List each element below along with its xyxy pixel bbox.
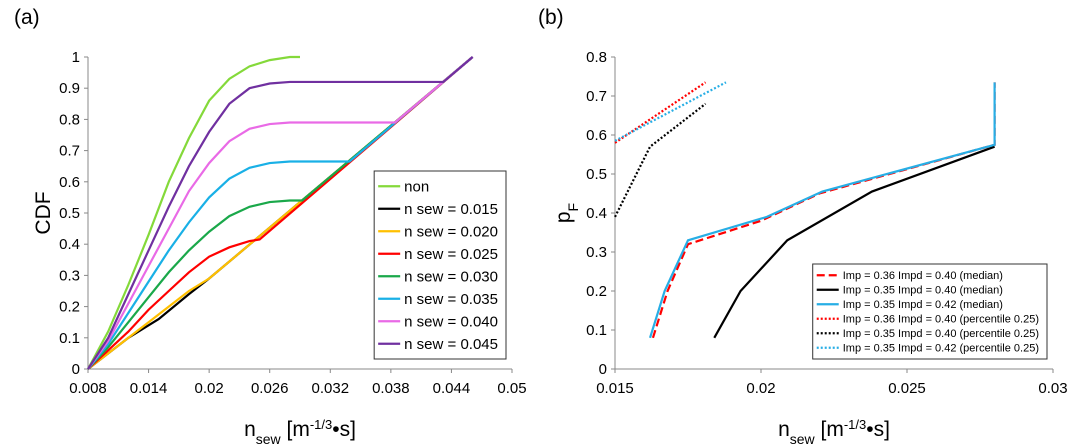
x-tick-label: 0.008 <box>69 380 107 397</box>
y-label-part: F <box>565 203 581 212</box>
legend-label: Imp = 0.35 Impd = 0.40 (median) <box>843 285 1003 297</box>
x-axis-label: nsew [m-1/3•s] <box>778 417 890 447</box>
x-label-part: •s] <box>332 418 356 441</box>
x-tick-label: 0.02 <box>195 380 224 397</box>
x-label-part: n <box>778 418 790 441</box>
series-line <box>87 56 474 370</box>
x-label-part: •s] <box>866 418 890 441</box>
series-line <box>614 81 727 142</box>
legend-label: n sew = 0.045 <box>404 336 498 353</box>
y-tick-label: 0.8 <box>59 111 80 128</box>
x-axis-label: nsew [m-1/3•s] <box>244 417 356 447</box>
x-tick-label: 0.032 <box>312 380 350 397</box>
legend: non n sew = 0.015 n sew = 0.020 n sew = 0.0… <box>373 170 507 360</box>
panel-label: (a) <box>14 6 40 29</box>
series-line <box>87 56 474 370</box>
series-line <box>614 81 707 144</box>
y-tick-label: 0.7 <box>59 143 80 160</box>
y-tick-label: 0 <box>599 361 607 378</box>
y-tick-label: 0.6 <box>59 174 80 191</box>
series-line <box>87 56 474 370</box>
legend-label: n sew = 0.020 <box>404 224 498 241</box>
legend-label: Imp = 0.35 Impd = 0.40 (percentile 0.25) <box>843 328 1039 340</box>
y-tick-label: 0.2 <box>59 299 80 316</box>
series-line <box>87 56 474 370</box>
y-tick-label: 0.2 <box>586 283 607 300</box>
legend-label: Imp = 0.36 Impd = 0.40 (median) <box>843 270 1003 282</box>
x-label-part: [m <box>281 418 310 441</box>
x-tick-label: 0.05 <box>497 380 526 397</box>
x-label-part: sew <box>790 431 816 447</box>
y-tick-label: 0 <box>72 361 80 378</box>
y-tick-label: 0.6 <box>586 127 607 144</box>
legend-label: n sew = 0.035 <box>404 291 498 308</box>
legend: Imp = 0.36 Impd = 0.40 (median) Imp = 0.3… <box>812 263 1048 360</box>
legend-label: Imp = 0.35 Impd = 0.42 (percentile 0.25) <box>843 343 1039 355</box>
x-tick-label: 0.015 <box>596 380 634 397</box>
y-tick-label: 0.3 <box>586 244 607 261</box>
series-line <box>87 56 474 370</box>
x-tick-label: 0.014 <box>130 380 168 397</box>
series-line <box>648 82 996 339</box>
x-label-part: -1/3 <box>310 417 332 432</box>
series-line <box>87 56 474 370</box>
legend-label: n sew = 0.030 <box>404 269 498 286</box>
y-tick-label: 0.7 <box>586 88 607 105</box>
y-label-part: p <box>552 211 575 223</box>
x-tick-label: 0.02 <box>746 380 775 397</box>
legend-label: n sew = 0.040 <box>404 314 498 331</box>
x-tick-label: 0.03 <box>1038 380 1067 397</box>
y-tick-label: 0.8 <box>586 49 607 66</box>
y-tick-label: 0.1 <box>586 322 607 339</box>
y-tick-label: 0.4 <box>586 205 607 222</box>
y-tick-label: 0.3 <box>59 267 80 284</box>
legend-label: n sew = 0.025 <box>404 246 498 263</box>
x-label-part: -1/3 <box>844 417 866 432</box>
y-tick-label: 0.5 <box>59 205 80 222</box>
legend-box <box>373 170 507 360</box>
y-tick-label: 0.9 <box>59 80 80 97</box>
series-line <box>87 55 300 370</box>
series-line <box>713 145 995 339</box>
y-tick-label: 0.1 <box>59 330 80 347</box>
x-label-part: n <box>244 418 256 441</box>
x-tick-label: 0.044 <box>433 380 471 397</box>
legend-label: Imp = 0.35 Impd = 0.42 (median) <box>843 299 1003 311</box>
legend-label: Imp = 0.36 Impd = 0.40 (percentile 0.25) <box>843 314 1039 326</box>
legend-box <box>812 263 1048 360</box>
y-axis-label: CDF <box>32 191 55 234</box>
x-tick-label: 0.026 <box>251 380 289 397</box>
y-axis-label: pF <box>552 203 581 223</box>
x-label-part: sew <box>256 431 282 447</box>
x-label-part: [m <box>815 418 844 441</box>
x-tick-label: 0.025 <box>888 380 926 397</box>
y-tick-label: 0.5 <box>586 166 607 183</box>
legend-label: non <box>404 179 429 196</box>
y-tick-label: 1 <box>72 49 80 66</box>
panel-label: (b) <box>538 6 564 29</box>
y-tick-label: 0.4 <box>59 236 80 253</box>
legend-label: n sew = 0.015 <box>404 201 498 218</box>
series-line <box>614 102 707 218</box>
x-tick-label: 0.038 <box>372 380 410 397</box>
